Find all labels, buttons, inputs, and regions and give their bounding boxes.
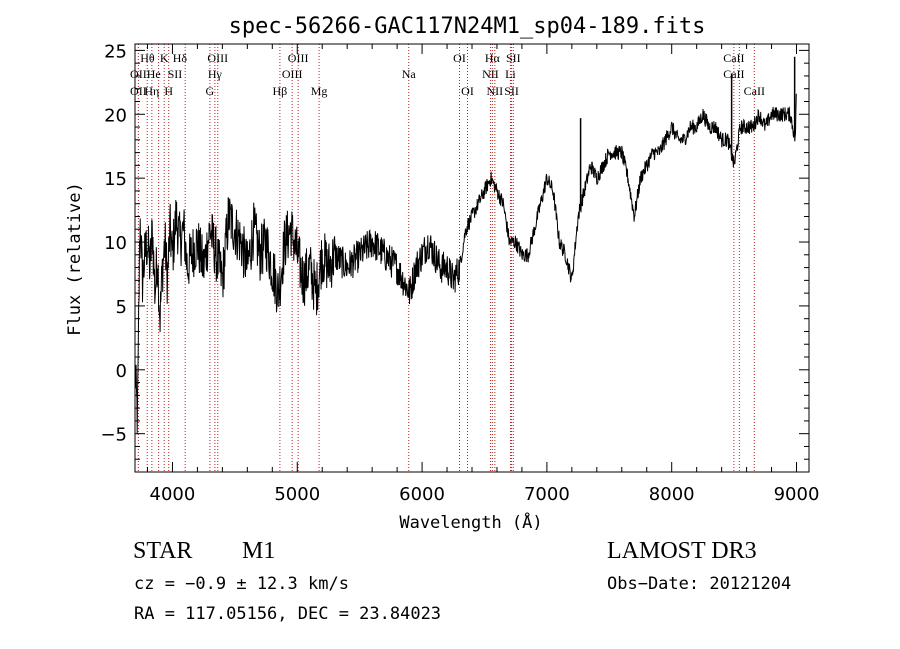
spectrum-line	[134, 93, 797, 435]
line-label: OI	[461, 84, 474, 98]
line-label: Hγ	[208, 67, 223, 81]
line-label: OI	[453, 51, 466, 65]
coordinates: RA = 117.05156, DEC = 23.84023	[134, 604, 442, 624]
y-tick-label: −5	[100, 425, 127, 446]
line-label: Li	[505, 67, 516, 81]
line-label: Hδ	[173, 51, 188, 65]
line-label: SII	[506, 51, 521, 65]
line-label: OIII	[282, 67, 303, 81]
line-label: CaII	[723, 67, 744, 81]
x-axis-ticks: 4000 5000 6000 7000 8000 9000	[146, 44, 820, 505]
y-tick-label: 25	[104, 41, 127, 62]
line-label: Hθ	[140, 51, 155, 65]
line-label: OIII	[207, 51, 228, 65]
y-tick-label: 5	[116, 297, 127, 318]
line-label: CaII	[744, 84, 765, 98]
line-label: OII	[130, 84, 147, 98]
line-label: NII	[487, 84, 504, 98]
line-label: He	[147, 67, 161, 81]
y-tick-label: 15	[104, 169, 127, 190]
x-tick-label: 6000	[399, 484, 445, 505]
line-label: Mg	[311, 84, 328, 98]
line-labels: Hθ K Hδ OIII OIII OI Hα SII CaII OII He SII Hγ OIII Na…	[130, 51, 765, 98]
spectrum-series	[134, 56, 797, 435]
object-class: STAR	[133, 538, 193, 564]
line-label: OII	[130, 67, 147, 81]
y-axis-label: Flux (relative)	[65, 182, 85, 336]
line-markers	[137, 44, 755, 472]
line-label: Na	[402, 67, 417, 81]
y-tick-label: 10	[104, 233, 127, 254]
line-label: SII	[168, 67, 183, 81]
x-tick-label: 7000	[524, 484, 570, 505]
line-label: Hη	[144, 84, 159, 98]
redshift-velocity: cz = −0.9 ± 12.3 km/s	[134, 574, 349, 594]
y-axis-ticks: −5 0 5 10 15 20 25	[100, 41, 809, 460]
line-label: Hα	[485, 51, 501, 65]
survey-name: LAMOST DR3	[607, 538, 757, 564]
line-label: G	[206, 84, 215, 98]
x-axis-label: Wavelength (Å)	[399, 511, 542, 533]
line-label: Hβ	[273, 84, 288, 98]
line-label: NII	[482, 67, 499, 81]
object-subclass: M1	[242, 538, 276, 564]
chart-title: spec-56266-GAC117N24M1_sp04-189.fits	[229, 14, 706, 39]
line-label: H	[164, 84, 173, 98]
line-label: SII	[504, 84, 519, 98]
x-tick-label: 9000	[774, 484, 820, 505]
x-tick-label: 5000	[274, 484, 320, 505]
y-tick-label: 0	[116, 361, 127, 382]
x-tick-label: 4000	[150, 484, 196, 505]
observation-date: Obs−Date: 20121204	[607, 574, 792, 594]
x-tick-label: 8000	[649, 484, 695, 505]
line-label: K	[160, 51, 169, 65]
y-tick-label: 20	[104, 105, 127, 126]
line-label: CaII	[723, 51, 744, 65]
plot-frame	[134, 43, 810, 473]
line-label: OIII	[288, 51, 309, 65]
